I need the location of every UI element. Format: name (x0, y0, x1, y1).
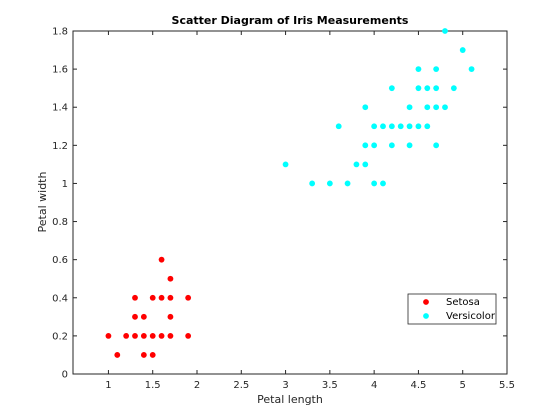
x-tick-label: 5.5 (499, 380, 515, 391)
data-point-versicolor (326, 180, 333, 187)
data-point-versicolor (362, 104, 369, 111)
data-point-versicolor (344, 180, 351, 187)
data-point-versicolor (309, 180, 316, 187)
data-point-versicolor (415, 66, 422, 73)
data-point-versicolor (433, 85, 440, 92)
data-point-versicolor (397, 123, 404, 130)
legend: Setosa Versicolor (407, 293, 497, 325)
data-point-versicolor (424, 123, 431, 130)
x-tick-label: 4.5 (410, 380, 426, 391)
data-point-versicolor (433, 104, 440, 111)
data-point-versicolor (450, 85, 457, 92)
y-tick-label: 1.8 (52, 27, 68, 38)
data-point-versicolor (424, 85, 431, 92)
legend-label-setosa: Setosa (446, 297, 480, 308)
data-point-setosa (149, 352, 156, 358)
y-tick-label: 1.6 (52, 65, 68, 76)
data-point-setosa (140, 313, 147, 320)
data-point-versicolor (371, 142, 378, 149)
data-point-versicolor (380, 180, 386, 187)
legend-box (407, 293, 497, 325)
axis-ticks: 1 1.5 2 2.5 3 3.5 4 4.5 5 5.5 0 0.2 0.4 0.6 0.8 1 1.2 1.4… (52, 27, 515, 392)
data-point-versicolor (362, 161, 369, 168)
data-point-versicolor (388, 123, 395, 130)
x-axis-label: Petal length (257, 393, 323, 406)
data-point-versicolor (424, 104, 431, 111)
y-tick-label: 0.2 (52, 331, 68, 342)
data-point-setosa (158, 256, 165, 263)
y-tick-label: 0 (62, 370, 68, 381)
data-point-versicolor (353, 161, 360, 168)
data-point-setosa (167, 332, 174, 339)
data-point-setosa (114, 352, 121, 358)
data-point-versicolor (442, 28, 448, 34)
data-point-versicolor (442, 104, 448, 111)
data-point-setosa (167, 275, 174, 282)
data-point-versicolor (362, 142, 369, 149)
data-point-versicolor (388, 85, 395, 92)
data-point-setosa (140, 332, 147, 339)
chart-title: Scatter Diagram of Iris Measurements (172, 14, 409, 27)
data-point-setosa (149, 294, 156, 301)
y-tick-label: 1.2 (52, 141, 68, 152)
x-tick-label: 3 (282, 380, 288, 391)
data-point-versicolor (433, 142, 440, 149)
data-point-versicolor (433, 66, 440, 73)
y-axis-label: Petal width (36, 172, 49, 233)
data-point-setosa (167, 294, 174, 301)
y-tick-label: 0.4 (52, 293, 68, 304)
x-tick-label: 2 (194, 380, 200, 391)
x-tick-label: 3.5 (322, 380, 338, 391)
x-tick-label: 2.5 (233, 380, 249, 391)
data-point-setosa (185, 294, 192, 301)
data-point-setosa (167, 313, 174, 320)
data-point-setosa (149, 332, 156, 339)
x-tick-label: 4 (371, 380, 377, 391)
y-tick-label: 1.4 (52, 103, 68, 114)
data-point-versicolor (371, 123, 378, 130)
x-tick-label: 5 (460, 380, 466, 391)
data-point-setosa (140, 352, 147, 358)
data-point-setosa (132, 332, 138, 339)
data-point-versicolor (459, 47, 466, 53)
data-point-setosa (158, 294, 165, 301)
data-point-versicolor (415, 85, 422, 92)
data-point-versicolor (388, 142, 395, 149)
data-point-versicolor (415, 123, 422, 130)
x-tick-label: 1.5 (145, 380, 161, 391)
data-point-versicolor (468, 66, 475, 73)
data-point-setosa (132, 313, 138, 320)
data-point-versicolor (406, 142, 413, 149)
data-point-setosa (132, 294, 138, 301)
data-point-versicolor (406, 104, 413, 111)
legend-label-versicolor: Versicolor (446, 311, 496, 322)
y-tick-label: 0.6 (52, 255, 68, 266)
data-point-versicolor (282, 161, 289, 168)
y-tick-label: 1 (62, 179, 68, 190)
data-point-versicolor (406, 123, 413, 130)
x-tick-label: 1 (105, 380, 111, 391)
y-tick-label: 0.8 (52, 217, 68, 228)
data-point-setosa (185, 332, 192, 339)
data-point-setosa (105, 332, 112, 339)
data-point-versicolor (380, 123, 386, 130)
data-point-setosa (123, 332, 130, 339)
data-points (105, 28, 475, 358)
legend-marker-versicolor (423, 313, 429, 319)
data-point-versicolor (335, 123, 342, 130)
data-point-setosa (158, 332, 165, 339)
legend-marker-setosa (423, 299, 429, 305)
data-point-versicolor (371, 180, 378, 187)
